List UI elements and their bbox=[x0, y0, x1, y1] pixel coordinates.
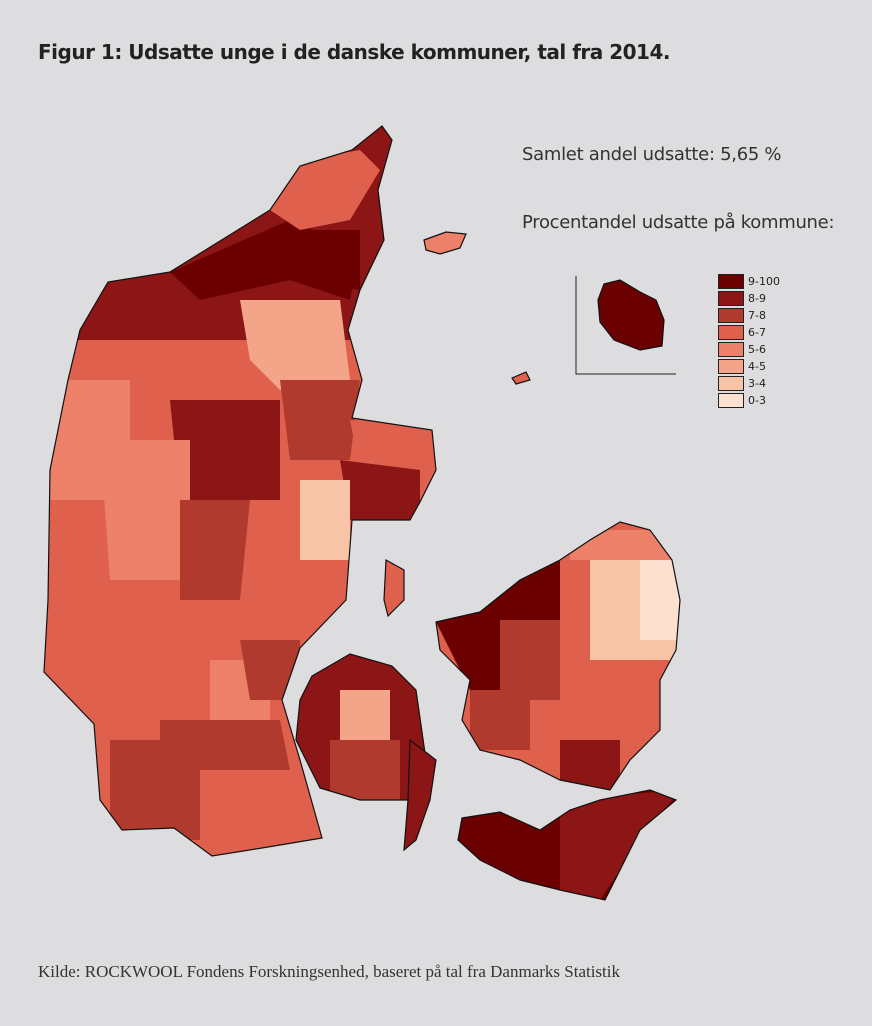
legend-label: 7-8 bbox=[748, 309, 766, 322]
zealand bbox=[436, 522, 680, 790]
anholt bbox=[511, 371, 531, 385]
total-share: Samlet andel udsatte: 5,65 % bbox=[522, 144, 782, 165]
jutland bbox=[44, 126, 436, 856]
legend-item: 8-9 bbox=[718, 291, 780, 306]
lolland-falster bbox=[458, 790, 676, 900]
funen bbox=[296, 654, 426, 800]
langeland bbox=[403, 738, 437, 852]
legend-label: 8-9 bbox=[748, 292, 766, 305]
legend-title: Procentandel udsatte på kommune: bbox=[522, 212, 835, 233]
laeso bbox=[423, 231, 467, 255]
inset-frame bbox=[575, 276, 676, 375]
legend-swatch bbox=[718, 291, 744, 306]
legend-item: 3-4 bbox=[718, 376, 780, 391]
legend-label: 3-4 bbox=[748, 377, 766, 390]
bornholm bbox=[597, 279, 665, 351]
legend-item: 9-100 bbox=[718, 274, 780, 289]
samso bbox=[383, 559, 405, 618]
jutland-outline bbox=[43, 125, 437, 857]
legend-label: 0-3 bbox=[748, 394, 766, 407]
legend-swatch bbox=[718, 274, 744, 289]
legend-swatch bbox=[718, 359, 744, 374]
source: Kilde: ROCKWOOL Fondens Forskningsenhed,… bbox=[38, 962, 620, 981]
legend-item: 5-6 bbox=[718, 342, 780, 357]
legend-item: 0-3 bbox=[718, 393, 780, 408]
legend-label: 5-6 bbox=[748, 343, 766, 356]
legend-swatch bbox=[718, 393, 744, 408]
legend-label: 4-5 bbox=[748, 360, 766, 373]
legend: 9-100 8-9 7-8 6-7 5-6 4-5 3-4 0-3 bbox=[718, 274, 780, 410]
legend-label: 6-7 bbox=[748, 326, 766, 339]
legend-swatch bbox=[718, 308, 744, 323]
legend-item: 4-5 bbox=[718, 359, 780, 374]
legend-item: 7-8 bbox=[718, 308, 780, 323]
legend-label: 9-100 bbox=[748, 275, 780, 288]
legend-swatch bbox=[718, 325, 744, 340]
legend-swatch bbox=[718, 342, 744, 357]
legend-swatch bbox=[718, 376, 744, 391]
title: Figur 1: Udsatte unge i de danske kommun… bbox=[38, 40, 670, 64]
legend-item: 6-7 bbox=[718, 325, 780, 340]
